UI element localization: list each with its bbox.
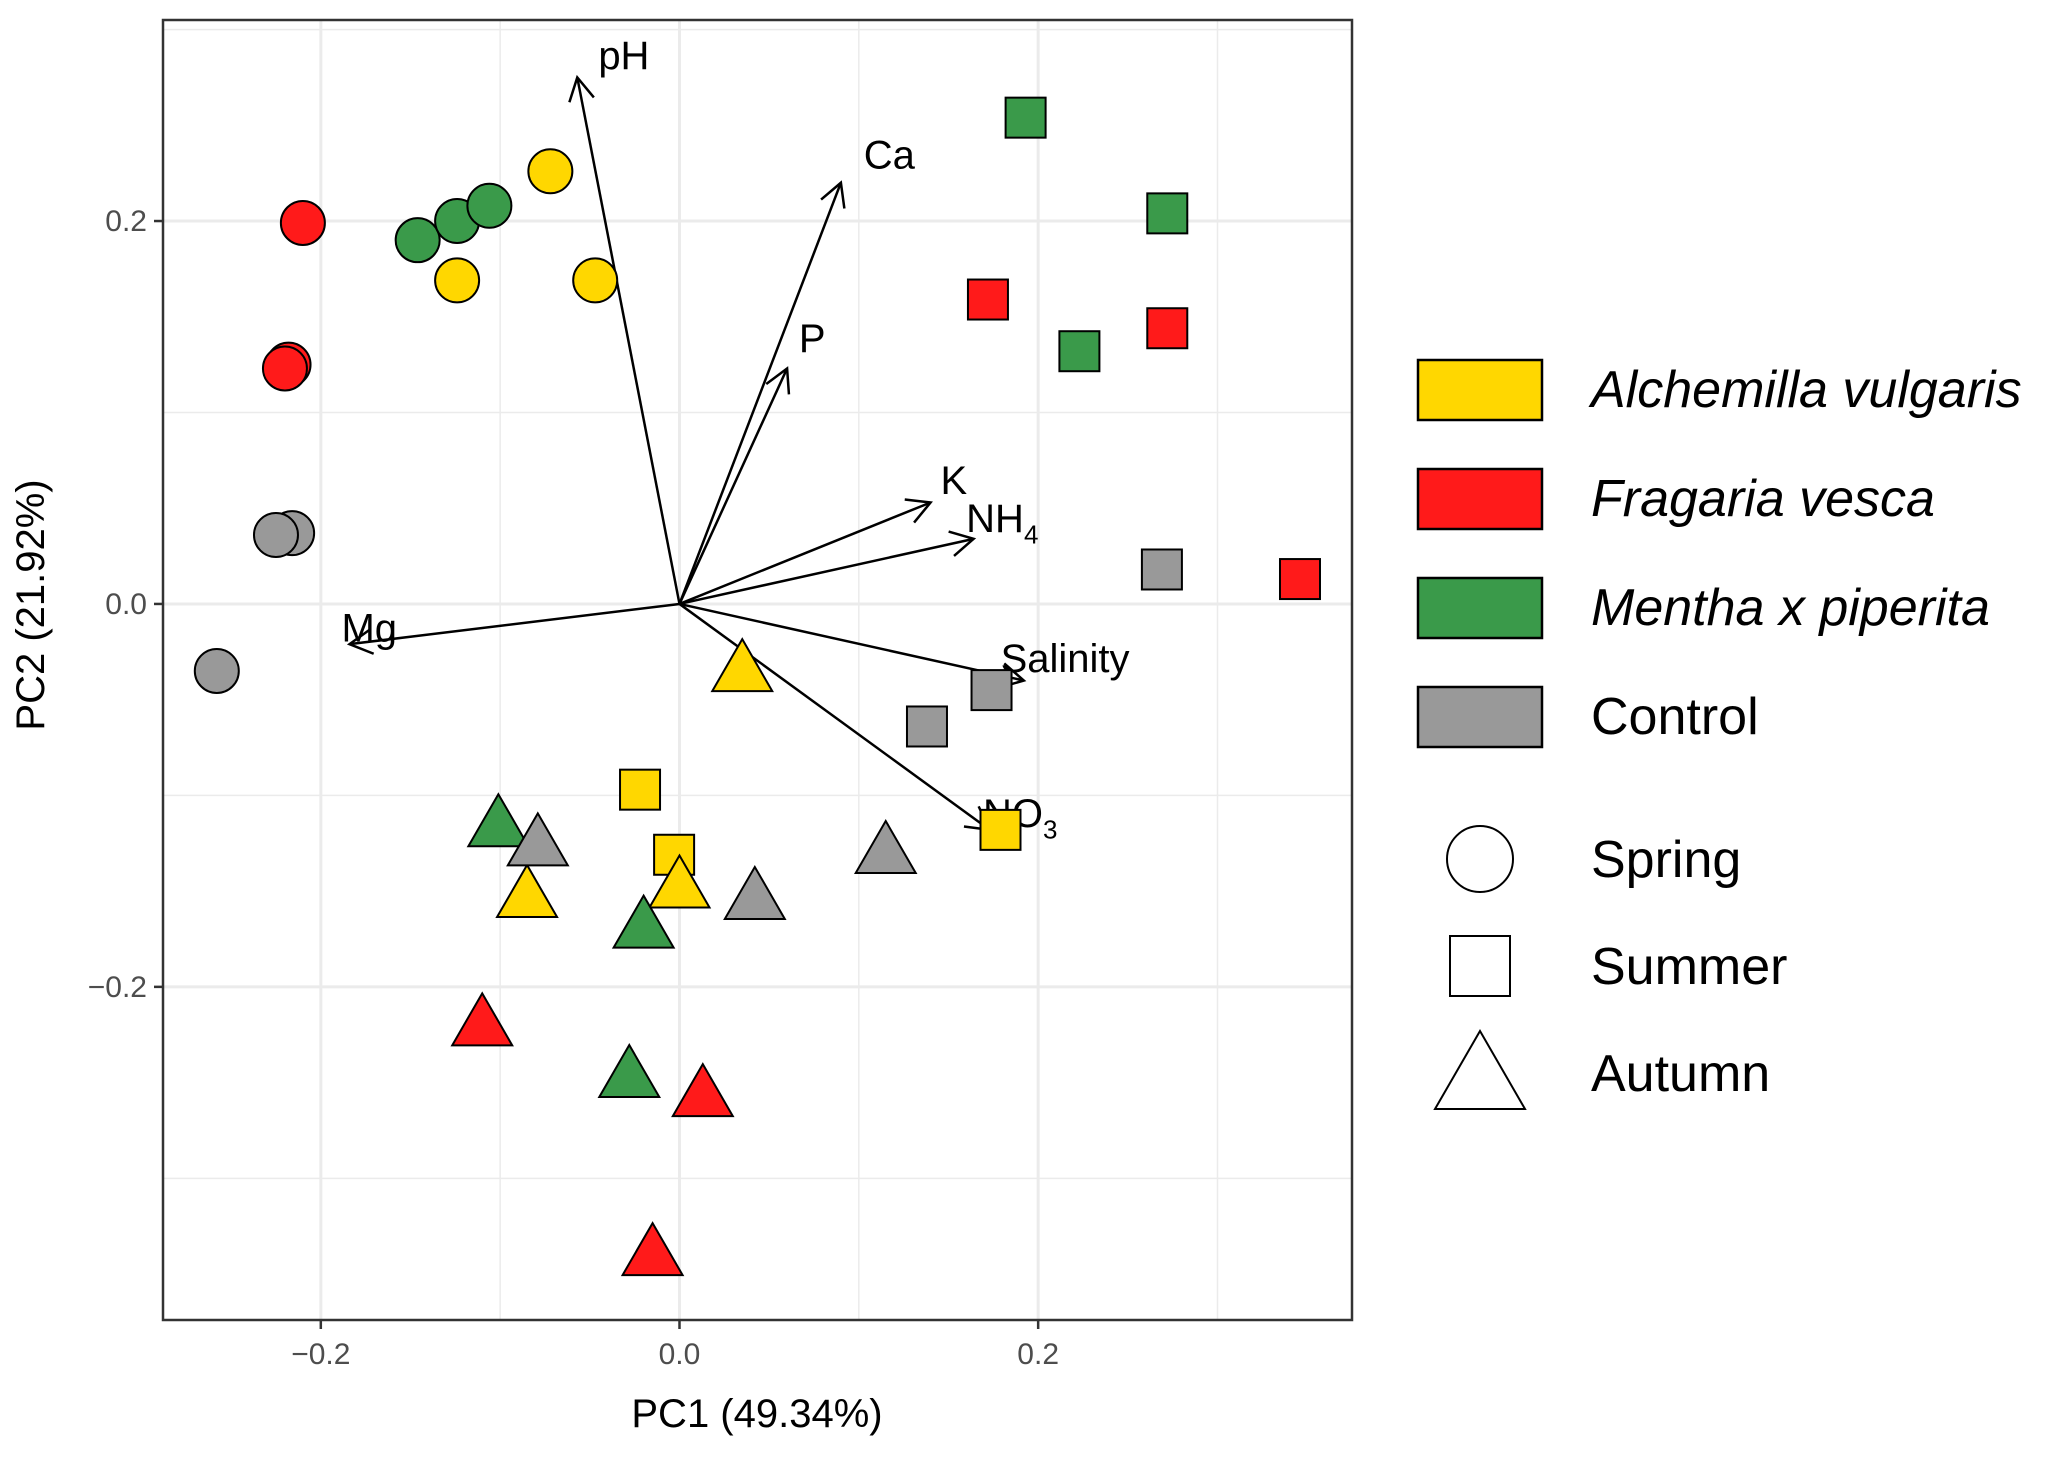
loading-label: pH — [598, 34, 649, 78]
x-axis-title: PC1 (49.34%) — [631, 1392, 882, 1436]
point-control-autumn — [723, 864, 787, 920]
grid-lines — [163, 20, 1352, 1320]
loading-arrow-head — [568, 74, 595, 103]
point-fragaria-autumn — [671, 1062, 735, 1118]
loading-vector-k: K — [679, 459, 968, 606]
legend-label: Control — [1591, 688, 1759, 746]
point-mentha-summer — [1004, 96, 1047, 139]
loading-arrow-head — [346, 628, 375, 655]
x-tick-label: 0.2 — [1017, 1338, 1059, 1371]
loading-arrow-line — [576, 77, 681, 605]
loading-arrow-line — [678, 602, 991, 831]
legend-item-control: Control — [1416, 685, 1759, 749]
loading-vector-mg: Mg — [341, 602, 680, 655]
legend-label: Autumn — [1591, 1045, 1770, 1103]
loading-arrow-head — [948, 530, 977, 557]
loading-vector-ca: Ca — [678, 133, 916, 605]
loading-label: K — [941, 459, 968, 503]
legend-swatch — [1416, 576, 1544, 640]
point-fragaria-autumn — [450, 991, 514, 1047]
legend-swatch — [1416, 467, 1544, 531]
point-control-autumn — [853, 819, 918, 875]
point-alchemilla-summer — [619, 768, 662, 811]
point-fragaria-summer — [1278, 558, 1321, 601]
point-alchemilla-summer — [979, 808, 1022, 851]
loading-arrow-head — [904, 498, 933, 524]
point-mentha-summer — [1058, 330, 1101, 373]
legend-shape-circle — [1446, 825, 1514, 893]
loading-label: P — [799, 317, 826, 361]
loading-arrow-line — [679, 602, 1025, 682]
point-mentha-spring — [394, 217, 441, 264]
point-control-summer — [1140, 548, 1183, 591]
loading-label: Salinity — [1001, 637, 1130, 681]
point-fragaria-summer — [966, 278, 1009, 321]
loading-vector-ph: pH — [568, 34, 681, 605]
x-tick-label: 0.0 — [659, 1338, 701, 1371]
point-mentha-autumn — [466, 792, 531, 848]
legend-label: Fragaria vesca — [1591, 470, 1935, 528]
point-control-summer — [970, 669, 1013, 712]
legend-item-alchemilla: Alchemilla vulgaris — [1416, 358, 2022, 422]
loading-arrow-line — [679, 537, 974, 606]
legend-item-summer: Summer — [1449, 935, 1787, 997]
point-alchemilla-autumn — [710, 637, 774, 693]
y-axis-title: PC2 (21.92%) — [9, 479, 53, 730]
loading-arrow-head — [765, 366, 791, 395]
legend-label: Summer — [1591, 938, 1787, 996]
legend-swatch — [1416, 685, 1544, 749]
point-fragaria-summer — [1146, 307, 1189, 350]
loading-arrow-head — [820, 180, 846, 209]
legend-item-mentha: Mentha x piperita — [1416, 576, 1990, 640]
loading-arrow-line — [678, 367, 789, 605]
legend-item-autumn: Autumn — [1433, 1028, 1770, 1110]
legend-shape-triangle — [1433, 1028, 1527, 1110]
loading-arrow-line — [679, 501, 932, 606]
point-alchemilla-autumn — [647, 853, 712, 909]
legend-item-spring: Spring — [1446, 825, 1741, 893]
legend-label: Spring — [1591, 831, 1741, 889]
y-tick-label: 0.0 — [105, 588, 147, 621]
axis-ticks: −0.2 0.0 0.2 0.2 0.0 −0.2 — [88, 205, 1059, 1371]
point-fragaria-spring — [261, 345, 308, 392]
y-tick-label: 0.2 — [105, 205, 147, 238]
legend-label: Mentha x piperita — [1591, 579, 1990, 637]
plot-panel-border — [161, 18, 1354, 1322]
point-mentha-summer — [1146, 192, 1189, 235]
legend: Alchemilla vulgaris Fragaria vesca Mentha … — [1416, 358, 2022, 1110]
point-control-spring — [252, 512, 299, 559]
point-alchemilla-spring — [434, 257, 481, 304]
loading-label: Mg — [341, 606, 397, 650]
loading-arrow-line — [678, 182, 843, 605]
point-mentha-autumn — [611, 893, 676, 949]
legend-label: Alchemilla vulgaris — [1588, 361, 2022, 419]
point-control-summer — [905, 705, 948, 748]
loading-vector-p: P — [678, 317, 826, 605]
point-alchemilla-autumn — [495, 863, 559, 919]
point-fragaria-autumn — [620, 1221, 685, 1277]
loading-vectors: pHCaPKNH4MgSalinityNO3 — [341, 34, 1129, 844]
point-fragaria-spring — [279, 199, 326, 246]
legend-item-fragaria: Fragaria vesca — [1416, 467, 1935, 531]
point-control-autumn — [506, 811, 570, 867]
y-tick-label: −0.2 — [88, 971, 147, 1004]
point-alchemilla-spring — [572, 257, 619, 304]
data-points — [193, 96, 1321, 1277]
point-alchemilla-spring — [527, 148, 574, 195]
loading-arrow-line — [349, 602, 680, 646]
legend-swatch — [1416, 358, 1544, 422]
legend-shape-square — [1449, 935, 1511, 997]
loading-label: Ca — [864, 133, 916, 177]
point-control-spring — [193, 647, 240, 694]
x-tick-label: −0.2 — [291, 1338, 350, 1371]
point-mentha-spring — [466, 182, 513, 229]
loading-vector-salinity: Salinity — [679, 602, 1130, 689]
point-mentha-autumn — [597, 1043, 662, 1099]
